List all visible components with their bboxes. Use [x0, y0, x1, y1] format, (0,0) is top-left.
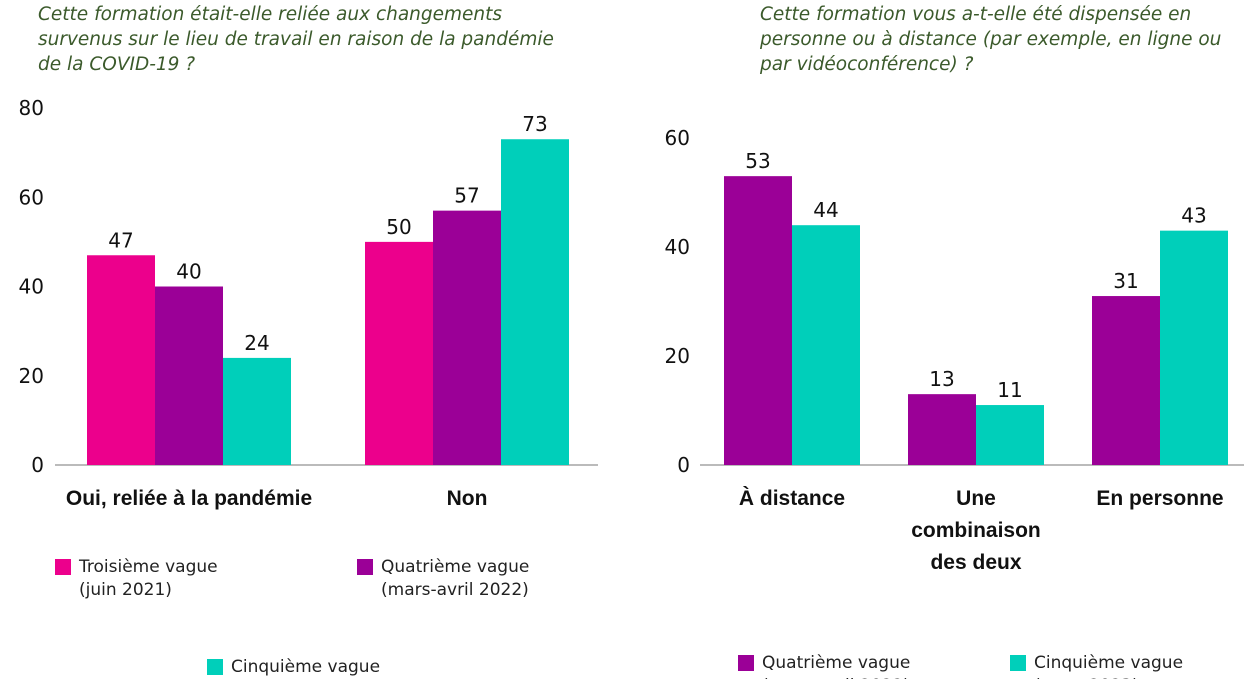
bar [976, 405, 1044, 465]
bar [223, 357, 291, 465]
bar [501, 139, 569, 466]
x-tick-label: En personne [1096, 487, 1224, 510]
y-tick-label: 60 [19, 185, 44, 209]
bar [1160, 230, 1228, 465]
y-tick-label: 20 [665, 344, 690, 368]
legend-item: Cinquième vague (mars 2023) [1010, 652, 1214, 679]
data-label: 73 [522, 112, 547, 136]
y-tick-label: 40 [665, 235, 690, 259]
data-label: 57 [454, 184, 479, 208]
legend-item: Cinquième vague (mars 2023) [207, 656, 411, 679]
x-tick-label: Non [446, 487, 488, 510]
data-label: 53 [745, 149, 770, 173]
y-tick-label: 60 [665, 126, 690, 150]
legend-swatch [1010, 655, 1026, 671]
bar [908, 394, 976, 465]
legend-label: Cinquième vague (mars 2023) [231, 657, 381, 677]
legend-label: Quatrième vague (mars-avril 2022) [762, 653, 911, 679]
legend-item: Troisième vague (juin 2021) [55, 556, 259, 602]
y-tick-label: 0 [677, 453, 690, 477]
data-label: 31 [1113, 269, 1138, 293]
chart-title: Cette formation était-elle reliée aux ch… [38, 4, 554, 75]
x-tick-label: Oui, reliée à la pandémie [65, 487, 313, 510]
data-label: 40 [176, 260, 201, 284]
bar [433, 210, 501, 465]
y-tick-label: 40 [19, 275, 44, 299]
bar [792, 225, 860, 465]
legend-label: Cinquième vague (mars 2023) [1034, 653, 1184, 679]
data-label: 44 [813, 198, 838, 222]
chart-title: Cette formation vous a-t-elle été dispen… [760, 4, 1222, 75]
legend-swatch [357, 559, 373, 575]
legend-swatch [738, 655, 754, 671]
bar [87, 255, 155, 465]
data-label: 13 [929, 367, 954, 391]
legend-label: Quatrième vague (mars-avril 2022) [381, 557, 530, 600]
x-tick-label: Une combinaison des deux [911, 487, 1041, 574]
y-tick-label: 20 [19, 364, 44, 388]
y-tick-label: 0 [31, 453, 44, 477]
x-tick-label: À distance [738, 487, 846, 510]
data-label: 43 [1181, 204, 1206, 228]
bar [1092, 296, 1160, 465]
bar [724, 176, 792, 465]
data-label: 47 [108, 228, 133, 252]
bar [365, 241, 433, 465]
data-label: 24 [244, 331, 269, 355]
legend-swatch [207, 659, 223, 675]
legend-item: Quatrième vague (mars-avril 2022) [738, 652, 942, 679]
bar [155, 286, 223, 465]
legend-swatch [55, 559, 71, 575]
data-label: 50 [386, 215, 411, 239]
y-tick-label: 80 [19, 96, 44, 120]
legend-item: Quatrième vague (mars-avril 2022) [357, 556, 561, 602]
legend-label: Troisième vague (juin 2021) [79, 557, 218, 600]
data-label: 11 [997, 378, 1022, 402]
